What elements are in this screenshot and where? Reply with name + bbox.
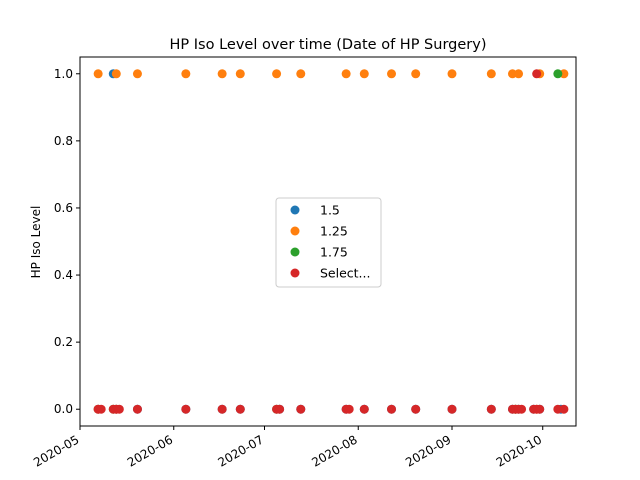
legend-label: 1.75	[320, 245, 348, 260]
data-point	[387, 69, 397, 79]
data-point	[235, 404, 245, 414]
y-tick-label: 1.0	[54, 67, 73, 81]
x-tick-label: 2020-10	[494, 432, 544, 469]
plot-frame	[79, 56, 577, 427]
data-point	[296, 404, 306, 414]
x-axis: 2020-05 2020-06 2020-07 2020-08 2020-09 2020-…	[31, 426, 544, 470]
legend-marker	[290, 226, 300, 236]
y-tick-label: 0.6	[54, 201, 73, 215]
data-point	[344, 404, 354, 414]
data-point	[359, 69, 369, 79]
data-point	[96, 404, 106, 414]
data-point	[532, 69, 542, 79]
x-tick-label: 2020-08	[309, 432, 359, 469]
data-point	[93, 69, 103, 79]
data-point	[486, 69, 496, 79]
data-point	[132, 404, 142, 414]
data-point	[111, 69, 121, 79]
data-point	[217, 69, 227, 79]
data-point	[535, 404, 545, 414]
chart-title: HP Iso Level over time (Date of HP Surge…	[170, 37, 487, 53]
y-axis: 0.0 0.2 0.4 0.6 0.8 1.0	[54, 67, 80, 416]
x-tick-label: 2020-07	[216, 432, 266, 469]
legend-label: 1.5	[320, 203, 340, 218]
legend-frame	[275, 197, 382, 288]
data-point	[114, 404, 124, 414]
data-point	[359, 404, 369, 414]
legend: 1.5 1.25 1.75 Select...	[275, 197, 382, 288]
points-layer	[93, 69, 569, 414]
data-point	[341, 69, 351, 79]
legend-label: 1.25	[320, 224, 348, 239]
data-point	[235, 69, 245, 79]
data-point	[272, 69, 282, 79]
data-point	[447, 69, 457, 79]
data-point	[181, 404, 191, 414]
data-point	[411, 69, 421, 79]
data-point	[296, 69, 306, 79]
data-point	[387, 404, 397, 414]
data-point	[517, 404, 527, 414]
data-point	[181, 69, 191, 79]
x-tick-label: 2020-09	[403, 432, 453, 469]
legend-marker	[290, 268, 300, 278]
data-point	[411, 404, 421, 414]
x-tick-label: 2020-05	[31, 432, 81, 469]
y-tick-label: 0.2	[54, 335, 73, 349]
data-point	[559, 404, 569, 414]
data-point	[275, 404, 285, 414]
data-point	[447, 404, 457, 414]
y-tick-label: 0.0	[54, 402, 73, 416]
legend-label: Select...	[320, 266, 370, 281]
data-point	[514, 69, 524, 79]
legend-marker	[290, 205, 300, 215]
x-tick-label: 2020-06	[125, 432, 175, 469]
data-point	[217, 404, 227, 414]
y-axis-label: HP Iso Level	[29, 206, 43, 279]
data-point	[132, 69, 142, 79]
legend-marker	[290, 247, 300, 257]
data-point	[553, 69, 563, 79]
y-tick-label: 0.8	[54, 134, 73, 148]
data-point	[486, 404, 496, 414]
y-tick-label: 0.4	[54, 268, 73, 282]
